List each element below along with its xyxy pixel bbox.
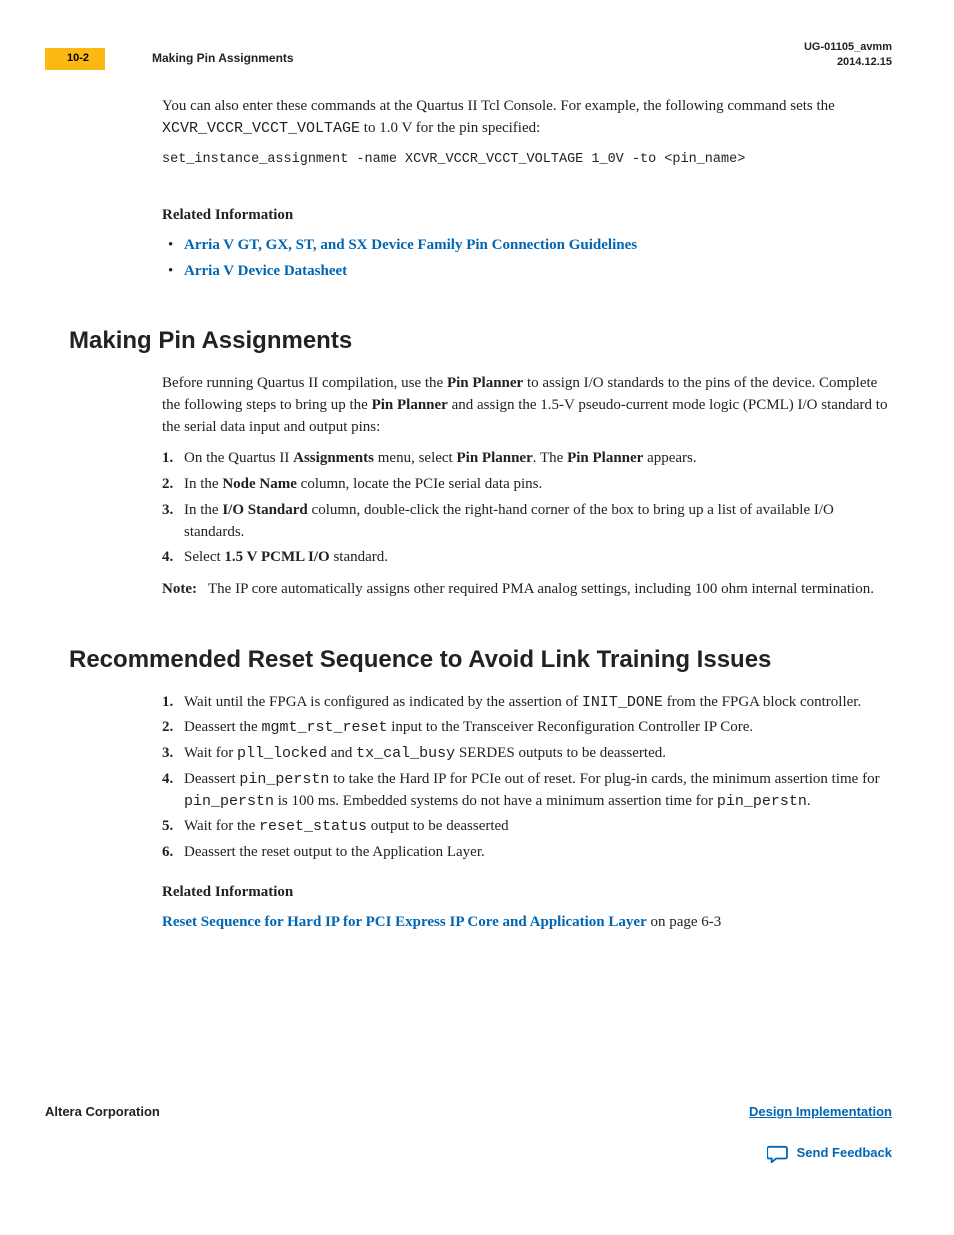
related-info-heading: Related Information <box>162 882 892 904</box>
doc-id: UG-01105_avmm <box>804 40 892 55</box>
step-item: In the Node Name column, locate the PCIe… <box>162 474 892 496</box>
inline-code: mgmt_rst_reset <box>261 719 387 736</box>
link-datasheet[interactable]: Arria V Device Datasheet <box>184 263 347 279</box>
section-making-pin-assignments: Making Pin Assignments <box>69 324 892 359</box>
text: output to be deasserted <box>367 818 509 834</box>
step-item: Wait for the reset_status output to be d… <box>162 816 892 838</box>
intro-block: You can also enter these commands at the… <box>162 96 892 282</box>
step-item: In the I/O Standard column, double-click… <box>162 500 892 544</box>
inline-code: pin_perstn <box>184 793 274 810</box>
text: appears. <box>643 450 696 466</box>
bold-text: Pin Planner <box>447 375 523 391</box>
text: You can also enter these commands at the… <box>162 98 835 114</box>
inline-code: tx_cal_busy <box>356 745 455 762</box>
text: . <box>807 793 811 809</box>
text: and <box>327 745 356 761</box>
section-reset-sequence: Recommended Reset Sequence to Avoid Link… <box>69 643 892 678</box>
link-pin-guidelines[interactable]: Arria V GT, GX, ST, and SX Device Family… <box>184 237 637 253</box>
text: is 100 ms. Embedded systems do not have … <box>274 793 717 809</box>
text: Deassert the <box>184 719 261 735</box>
text: On the Quartus II <box>184 450 293 466</box>
note-block: Note: The IP core automatically assigns … <box>162 579 892 601</box>
text: . The <box>533 450 567 466</box>
section-heading: Recommended Reset Sequence to Avoid Link… <box>69 643 892 678</box>
text: Wait until the FPGA is configured as ind… <box>184 694 582 710</box>
text: In the <box>184 476 222 492</box>
inline-code: reset_status <box>259 818 367 835</box>
note-text: The IP core automatically assigns other … <box>208 579 874 601</box>
text: to take the Hard IP for PCIe out of rese… <box>329 771 879 787</box>
text: column, locate the PCIe serial data pins… <box>297 476 542 492</box>
step-item: On the Quartus II Assignments menu, sele… <box>162 448 892 470</box>
feedback-icon <box>767 1145 789 1163</box>
related-info-list: Arria V GT, GX, ST, and SX Device Family… <box>162 235 892 283</box>
text: to 1.0 V for the pin specified: <box>360 120 540 136</box>
text: Wait for <box>184 745 237 761</box>
inline-code: pin_perstn <box>717 793 807 810</box>
related-info-line: Reset Sequence for Hard IP for PCI Expre… <box>162 912 892 934</box>
steps-list: Wait until the FPGA is configured as ind… <box>162 692 892 864</box>
footer-company: Altera Corporation <box>45 1103 160 1122</box>
step-item: Deassert the mgmt_rst_reset input to the… <box>162 717 892 739</box>
text: In the <box>184 502 222 518</box>
inline-code: XCVR_VCCR_VCCT_VOLTAGE <box>162 120 360 137</box>
section2-body: Wait until the FPGA is configured as ind… <box>162 692 892 934</box>
bold-text: Pin Planner <box>567 450 643 466</box>
link-reset-sequence[interactable]: Reset Sequence for Hard IP for PCI Expre… <box>162 914 647 930</box>
page-header: 10-2 Making Pin Assignments UG-01105_avm… <box>62 48 892 78</box>
step-item: Select 1.5 V PCML I/O standard. <box>162 547 892 569</box>
page-number-badge: 10-2 <box>45 48 105 70</box>
footer-right-block: Design Implementation Send Feedback <box>749 1103 892 1163</box>
text: Before running Quartus II compilation, u… <box>162 375 447 391</box>
feedback-row[interactable]: Send Feedback <box>749 1144 892 1163</box>
bold-text: Assignments <box>293 450 374 466</box>
step-item: Deassert pin_perstn to take the Hard IP … <box>162 769 892 813</box>
bold-text: 1.5 V PCML I/O <box>224 549 329 565</box>
related-info-heading: Related Information <box>162 205 892 227</box>
note-label: Note: <box>162 579 208 601</box>
bold-text: I/O Standard <box>222 502 307 518</box>
inline-code: pll_locked <box>237 745 327 762</box>
step-item: Wait for pll_locked and tx_cal_busy SERD… <box>162 743 892 765</box>
bold-text: Pin Planner <box>456 450 532 466</box>
inline-code: INIT_DONE <box>582 694 663 711</box>
text: Select <box>184 549 224 565</box>
text: standard. <box>330 549 388 565</box>
link-design-implementation[interactable]: Design Implementation <box>749 1104 892 1119</box>
page-footer: Altera Corporation Design Implementation… <box>45 1103 892 1163</box>
section1-body: Before running Quartus II compilation, u… <box>162 373 892 601</box>
text: from the FPGA block controller. <box>663 694 861 710</box>
bold-text: Node Name <box>222 476 297 492</box>
section1-intro: Before running Quartus II compilation, u… <box>162 373 892 438</box>
list-item: Arria V Device Datasheet <box>162 261 892 283</box>
section-heading: Making Pin Assignments <box>69 324 892 359</box>
step-item: Deassert the reset output to the Applica… <box>162 842 892 864</box>
text: Deassert <box>184 771 239 787</box>
steps-list: On the Quartus II Assignments menu, sele… <box>162 448 892 569</box>
text: Wait for the <box>184 818 259 834</box>
text: SERDES outputs to be deasserted. <box>455 745 666 761</box>
bold-text: Pin Planner <box>372 397 448 413</box>
text: input to the Transceiver Reconfiguration… <box>388 719 754 735</box>
text: on page 6-3 <box>647 914 722 930</box>
header-doc-info: UG-01105_avmm 2014.12.15 <box>804 40 892 70</box>
text: menu, select <box>374 450 456 466</box>
link-send-feedback[interactable]: Send Feedback <box>797 1144 892 1163</box>
header-section-title: Making Pin Assignments <box>152 50 294 67</box>
intro-paragraph: You can also enter these commands at the… <box>162 96 892 140</box>
list-item: Arria V GT, GX, ST, and SX Device Family… <box>162 235 892 257</box>
doc-date: 2014.12.15 <box>804 55 892 70</box>
step-item: Wait until the FPGA is configured as ind… <box>162 692 892 714</box>
inline-code: pin_perstn <box>239 771 329 788</box>
code-line: set_instance_assignment -name XCVR_VCCR_… <box>162 150 892 170</box>
